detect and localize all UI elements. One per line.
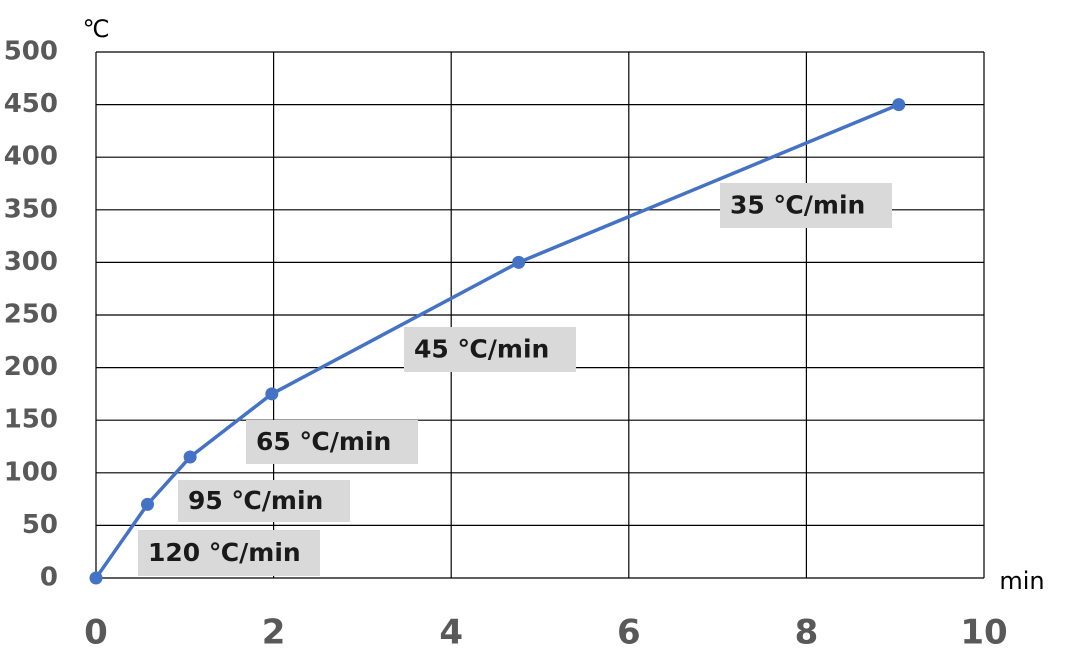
y-tick-label: 400	[4, 142, 58, 172]
annotation-box	[138, 530, 320, 576]
annotation: 35 ℃/min	[730, 191, 865, 220]
x-tick-label: 0	[84, 613, 108, 653]
y-tick-label: 100	[4, 457, 58, 487]
y-tick-label: 350	[4, 194, 58, 224]
point	[512, 255, 526, 269]
annotation-box	[178, 480, 350, 522]
y-tick-label: 50	[22, 510, 58, 540]
y-tick-label: 500	[4, 37, 58, 67]
y-tick-label: 150	[4, 405, 58, 435]
x-tick-label: 2	[262, 613, 286, 653]
point	[892, 98, 906, 112]
point	[141, 497, 155, 511]
point	[89, 571, 103, 585]
x-tick-label: 8	[795, 613, 819, 653]
annotation: 95 ℃/min	[188, 486, 323, 515]
annotation: 120 ℃/min	[148, 538, 301, 567]
y-axis-label: ℃	[83, 15, 110, 43]
point	[183, 450, 197, 464]
y-tick-label: 300	[4, 247, 58, 277]
x-tick-label: 6	[617, 613, 641, 653]
y-tick-label: 450	[4, 89, 58, 119]
y-tick-label: 250	[4, 300, 58, 330]
y-tick-label: 0	[40, 563, 58, 593]
x-tick-label: 4	[439, 613, 463, 653]
x-axis-label: min	[999, 567, 1044, 595]
annotation-box	[720, 183, 892, 228]
point	[265, 387, 279, 401]
annotation: 45 ℃/min	[414, 335, 549, 364]
annotation-box	[404, 327, 576, 372]
line	[94, 102, 900, 580]
x-tick-label: 10	[960, 613, 1007, 653]
y-tick-label: 200	[4, 352, 58, 382]
annotation-box	[246, 420, 418, 464]
annotation: 65 ℃/min	[256, 427, 391, 456]
